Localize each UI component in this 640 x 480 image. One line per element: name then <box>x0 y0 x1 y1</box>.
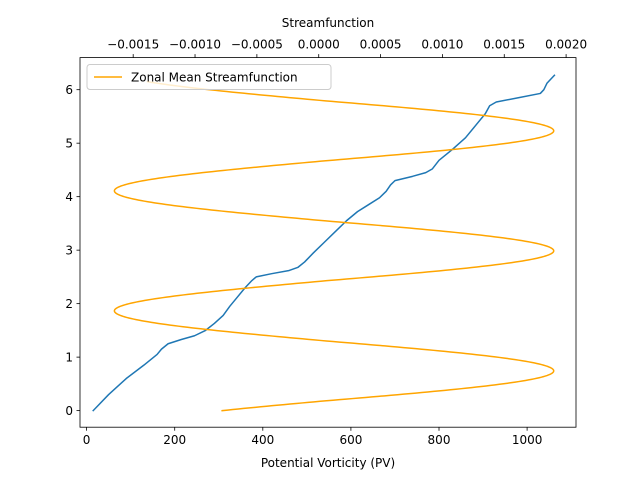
bottom-tick-label: 400 <box>251 433 274 447</box>
streamfunction-line <box>113 80 555 412</box>
potential-vorticity-line <box>92 74 556 412</box>
top-tick-label: −0.0015 <box>107 38 159 52</box>
top-tick-label: −0.0010 <box>169 38 221 52</box>
legend-frame <box>86 64 332 90</box>
top-tick-label: 0.0005 <box>360 38 402 52</box>
top-tick-label: −0.0005 <box>231 38 283 52</box>
legend-entry-streamfunction: Zonal Mean Streamfunction <box>131 71 298 85</box>
left-tick-label: 5 <box>65 136 73 150</box>
top-axis-ticks: −0.0015 −0.0010 −0.0005 0.0000 0.0005 0.0010 0… <box>107 38 587 58</box>
bottom-tick-label: 0 <box>83 433 91 447</box>
plot-layer <box>92 74 556 412</box>
left-tick-label: 1 <box>65 350 73 364</box>
left-tick-label: 2 <box>65 297 73 311</box>
bottom-axis-ticks: 0 200 400 600 800 1000 <box>83 427 543 447</box>
left-tick-label: 0 <box>65 404 73 418</box>
left-tick-label: 6 <box>65 83 73 97</box>
left-axis-ticks: 0 1 2 3 4 5 6 <box>65 83 80 418</box>
left-tick-label: 4 <box>65 190 73 204</box>
legend: Zonal Mean Streamfunction <box>86 64 332 90</box>
left-tick-label: 3 <box>65 243 73 257</box>
top-axis-title: Streamfunction <box>282 16 374 30</box>
bottom-tick-label: 1000 <box>512 433 543 447</box>
top-tick-label: 0.0010 <box>421 38 463 52</box>
top-tick-label: 0.0000 <box>298 38 340 52</box>
bottom-axis-title: Potential Vorticity (PV) <box>261 456 395 470</box>
top-tick-label: 0.0020 <box>545 38 587 52</box>
plot-frame <box>79 57 577 428</box>
bottom-tick-label: 600 <box>339 433 362 447</box>
bottom-tick-label: 200 <box>163 433 186 447</box>
top-tick-label: 0.0015 <box>483 38 525 52</box>
bottom-tick-label: 800 <box>428 433 451 447</box>
